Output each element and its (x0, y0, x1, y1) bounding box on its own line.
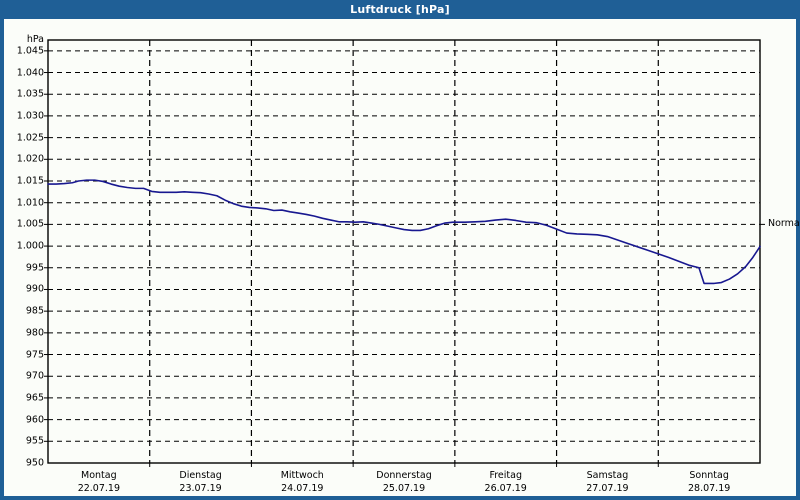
y-axis-tick-labels: 950 955 960 965 970 975 980 985 990 995 1.000 1.005… (0, 0, 44, 500)
y-axis-tick-label: 950 (25, 457, 44, 469)
y-axis-tick-label: 1.020 (16, 153, 44, 165)
y-axis-tick-label: 1.025 (16, 132, 44, 144)
y-axis-tick-label: 1.010 (16, 197, 44, 209)
x-axis-tick-label: Montag 22.07.19 (78, 469, 120, 495)
x-axis-day-name: Freitag (489, 470, 522, 481)
x-axis-day-name: Samstag (586, 470, 629, 481)
x-axis-day-name: Montag (81, 470, 117, 481)
x-axis-day-name: Sonntag (689, 470, 729, 481)
x-axis-date: 22.07.19 (77, 483, 120, 494)
y-axis-tick-label: 1.030 (16, 110, 44, 122)
normal-annotation-label: Normal (768, 218, 800, 230)
x-axis-date: 23.07.19 (179, 483, 222, 494)
x-axis-tick-label: Mittwoch 24.07.19 (281, 469, 324, 495)
x-axis-tick-label: Freitag 26.07.19 (485, 469, 527, 495)
y-axis-tick-label: 1.040 (16, 67, 44, 79)
series-layer (47, 179, 761, 285)
y-axis-tick-label: 985 (25, 305, 44, 317)
y-axis-tick-label: 970 (25, 370, 44, 382)
plot-axis-frame (47, 39, 761, 464)
x-axis-date: 25.07.19 (382, 483, 426, 494)
x-axis-date: 28.07.19 (687, 483, 731, 494)
x-axis-date: 24.07.19 (281, 483, 324, 494)
x-axis-tick-label: Sonntag 28.07.19 (688, 469, 730, 495)
x-axis-date: 27.07.19 (586, 483, 629, 494)
x-axis-tick-label: Samstag 27.07.19 (586, 469, 628, 495)
plot-background (48, 40, 760, 463)
window-titlebar: Luftdruck [hPa] (0, 0, 800, 19)
x-axis-day-name: Dienstag (179, 470, 222, 481)
series-line-luftdruck (47, 179, 761, 285)
y-axis-tick-label: 975 (25, 349, 44, 361)
x-axis-tick-label: Donnerstag 25.07.19 (376, 469, 431, 495)
y-axis-tick-label: 960 (25, 414, 44, 426)
axes-layer (44, 39, 765, 467)
grid-layer (48, 40, 760, 463)
y-axis-unit-label: hPa (26, 34, 44, 45)
x-axis-day-name: Donnerstag (376, 470, 432, 481)
y-axis-tick-label: 1.045 (16, 45, 44, 57)
y-axis-tick-label: 1.005 (16, 218, 44, 230)
y-axis-tick-label: 980 (25, 327, 44, 339)
x-axis-tick-label: Dienstag 23.07.19 (179, 469, 221, 495)
y-axis-tick-label: 990 (25, 283, 44, 295)
y-axis-tick-label: 955 (25, 435, 44, 447)
y-axis-tick-label: 1.035 (16, 88, 44, 100)
y-axis-tick-label: 965 (25, 392, 44, 404)
x-axis-day-name: Mittwoch (280, 470, 324, 481)
x-axis-date: 26.07.19 (484, 483, 527, 494)
y-axis-tick-label: 1.000 (16, 240, 44, 252)
window-title: Luftdruck [hPa] (350, 3, 450, 16)
y-axis-tick-label: 1.015 (16, 175, 44, 187)
y-axis-tick-label: 995 (25, 262, 44, 274)
